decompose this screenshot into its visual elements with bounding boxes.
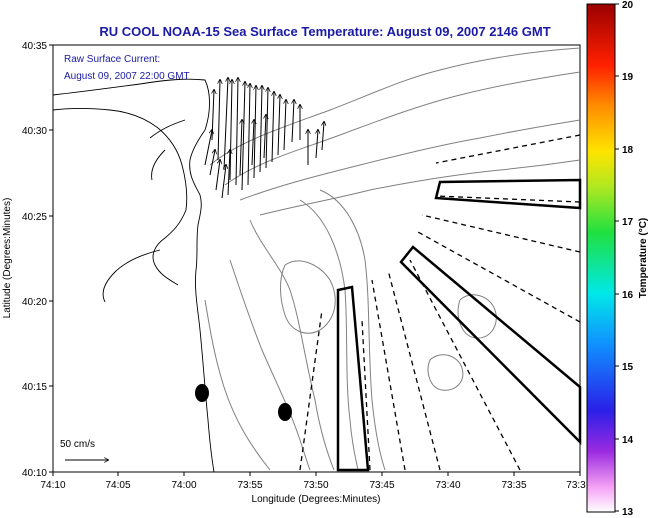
bathymetry-contours: [204, 47, 581, 471]
colorbar-tick-label: 14: [622, 435, 634, 446]
x-tick-label: 73:35: [501, 480, 526, 491]
coastline: [52, 78, 215, 473]
y-tick-label: 40:30: [22, 126, 47, 137]
x-tick-label: 74:00: [171, 480, 196, 491]
x-tick-label: 73:50: [303, 480, 328, 491]
x-axis-label: Longitude (Degrees:Minutes): [252, 494, 381, 505]
x-axis: 74:10 74:05 74:00 73:55 73:50 73:45 73:4…: [40, 472, 586, 505]
x-tick-label: 73:40: [435, 480, 460, 491]
y-tick-label: 40:20: [22, 297, 47, 308]
station-marker-2: [278, 403, 292, 421]
colorbar-tick-label: 18: [622, 145, 634, 156]
scale-vector: 50 cm/s: [60, 439, 108, 460]
y-tick-label: 40:25: [22, 212, 47, 223]
plot-area: [52, 44, 581, 473]
inset-line-1: Raw Surface Current:: [64, 54, 160, 65]
y-axis: 40:35 40:30 40:25 40:20 40:15 40:10 Lati…: [2, 41, 53, 479]
map-title: RU COOL NOAA-15 Sea Surface Temperature:…: [99, 24, 550, 39]
colorbar-tick-label: 13: [622, 507, 634, 518]
colorbar-gradient: [586, 3, 616, 513]
x-tick-label: 73:3: [566, 480, 586, 491]
x-tick-label: 74:10: [40, 480, 65, 491]
inset-line-2: August 09, 2007 22:00 GMT: [64, 71, 190, 82]
colorbar-tick-label: 17: [622, 217, 634, 228]
y-tick-label: 40:10: [22, 468, 47, 479]
x-tick-label: 73:55: [237, 480, 262, 491]
x-tick-label: 73:45: [369, 480, 394, 491]
x-tick-label: 74:05: [105, 480, 130, 491]
y-tick-label: 40:15: [22, 382, 47, 393]
y-axis-label: Latitude (Degrees:Minutes): [2, 198, 13, 319]
colorbar-tick-label: 20: [622, 0, 634, 11]
surface-current-vectors: [204, 78, 324, 199]
colorbar-tick-label: 19: [622, 72, 634, 83]
station-marker-1: [195, 384, 209, 402]
colorbar-tick-label: 16: [622, 290, 634, 301]
temperature-colorbar: 20 19 18 17 16 15 14 13 Temperature (°C): [586, 0, 649, 518]
y-tick-label: 40:35: [22, 41, 47, 52]
radar-boxes: [336, 178, 582, 472]
radar-coverage-lines: [299, 134, 581, 471]
colorbar-tick-label: 15: [622, 362, 634, 373]
colorbar-label: Temperature (°C): [638, 218, 649, 299]
scale-label: 50 cm/s: [60, 439, 95, 450]
